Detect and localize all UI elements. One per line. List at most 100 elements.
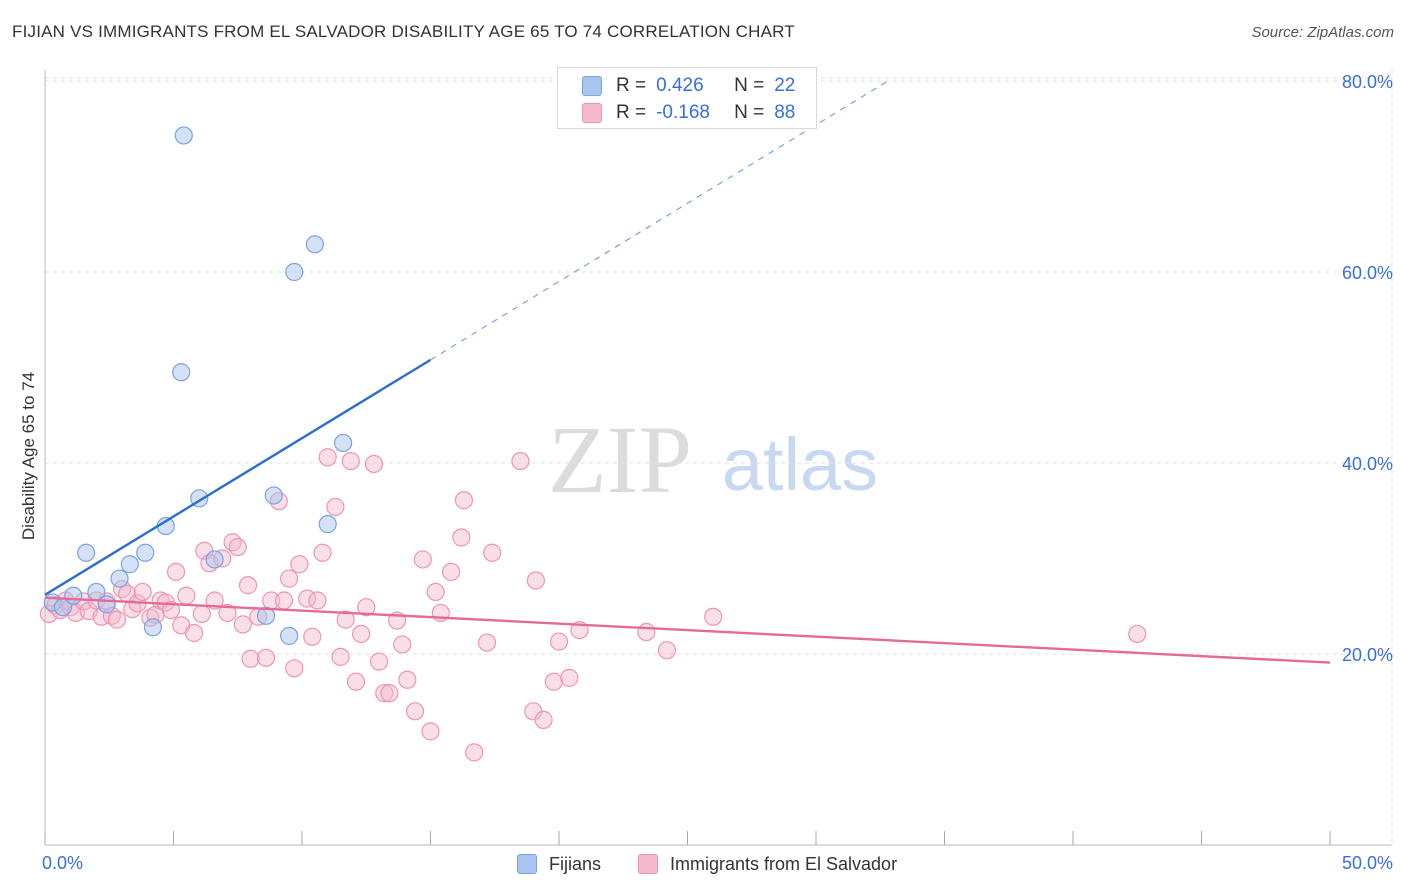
- legend-label-fijians: Fijians: [549, 853, 602, 874]
- fijian-point: [334, 433, 353, 453]
- el-salvador-point: [526, 571, 545, 590]
- el-salvador-point: [364, 454, 384, 474]
- el-salvador-swatch: [582, 103, 602, 123]
- el-salvador-point: [357, 598, 376, 617]
- n-label: N =: [734, 102, 765, 123]
- el-salvador-point: [161, 600, 181, 620]
- el-salvador-point: [313, 543, 332, 562]
- fijian-point: [143, 618, 163, 637]
- el-salvador-point: [166, 562, 186, 581]
- el-salvador-point: [280, 569, 299, 588]
- el-salvador-point: [421, 722, 440, 741]
- el-salvador-point: [290, 555, 309, 574]
- fijian-point: [174, 126, 193, 145]
- watermark-atlas: atlas: [722, 423, 878, 506]
- fijian-points: [43, 126, 353, 645]
- el-salvador-point: [123, 600, 142, 619]
- r-label: R =: [616, 75, 647, 96]
- legend-label-el-salvador: Immigrants from El Salvador: [670, 853, 898, 874]
- fijian-point: [280, 626, 299, 645]
- fijian-point: [120, 555, 139, 574]
- fijians-swatch: [582, 76, 602, 96]
- el-salvador-point: [452, 528, 471, 547]
- el-salvador-point: [331, 647, 350, 666]
- fijian-point: [305, 235, 324, 254]
- el-salvador-point: [704, 607, 723, 626]
- el-salvador-point: [218, 603, 237, 623]
- el-salvador-point: [465, 743, 484, 762]
- el-salvador-point: [184, 623, 204, 643]
- y-tick-label: 60.0%: [1342, 263, 1393, 283]
- el-salvador-point: [192, 604, 211, 623]
- el-salvador-point: [549, 632, 569, 651]
- grid-lines: [45, 70, 1393, 845]
- legend-item-el-salvador[interactable]: Immigrants from El Salvador: [638, 852, 897, 876]
- r-label: R =: [616, 102, 647, 123]
- el-salvador-point: [398, 670, 417, 689]
- correlation-legend: R = 0.426 N = 22 R = -0.168 N = 88: [557, 67, 817, 129]
- trend-lines: [44, 80, 1331, 664]
- el-salvador-point: [352, 624, 371, 644]
- corr-row-fijians: R = 0.426 N = 22: [582, 73, 795, 99]
- fijian-point: [110, 569, 129, 588]
- x-tick-label: 50.0%: [1342, 853, 1393, 873]
- el-salvador-point: [534, 710, 553, 729]
- el-salvador-point: [326, 497, 345, 517]
- el-salvador-point: [346, 672, 366, 691]
- axes: [44, 70, 1392, 846]
- source-credit: Source: ZipAtlas.com: [1251, 24, 1394, 41]
- el-salvador-point: [341, 451, 360, 471]
- y-tick-label: 20.0%: [1342, 645, 1393, 665]
- el-salvador-point: [380, 684, 399, 703]
- legend-swatch-el-salvador: [638, 854, 658, 874]
- el-salvador-trend-line: [44, 596, 1331, 664]
- el-salvador-point: [233, 615, 252, 634]
- fijian-point: [77, 543, 96, 562]
- fijian-point: [256, 606, 276, 625]
- el-salvador-point: [303, 627, 322, 646]
- legend-item-fijians[interactable]: Fijians: [517, 852, 601, 876]
- el-salvador-point: [405, 702, 425, 721]
- x-tick-label: 0.0%: [42, 853, 83, 873]
- fijian-point: [136, 543, 155, 562]
- y-tick-label: 80.0%: [1342, 72, 1393, 92]
- el-salvador-point: [454, 491, 474, 510]
- fijian-point: [285, 262, 304, 282]
- el-salvador-point: [413, 550, 432, 569]
- zipatlas-watermark: ZIP atlas: [548, 406, 878, 513]
- el-salvador-point: [228, 537, 247, 557]
- el-salvador-point: [544, 672, 563, 691]
- corr-row-el-salvador: R = -0.168 N = 88: [582, 100, 795, 126]
- legend-swatch-fijians: [517, 854, 537, 874]
- fijian-point: [172, 363, 191, 382]
- el-salvador-point: [336, 610, 355, 629]
- el-salvador-point: [375, 684, 394, 703]
- fijian-point: [205, 550, 224, 569]
- el-salvador-point: [637, 622, 656, 642]
- y-tick-label: 40.0%: [1342, 454, 1393, 474]
- el-salvador-point: [318, 448, 337, 467]
- el-salvador-point: [133, 582, 152, 602]
- fijian-trend-line: [44, 358, 432, 596]
- fijian-point: [264, 486, 283, 505]
- el-salvador-point: [274, 591, 294, 610]
- n-value: 22: [774, 75, 796, 96]
- el-salvador-point: [241, 649, 260, 668]
- el-salvador-point: [308, 591, 327, 610]
- bottom-legend: Fijians Immigrants from El Salvador: [0, 852, 1406, 876]
- el-salvador-point: [256, 648, 276, 667]
- n-label: N =: [734, 75, 765, 96]
- el-salvador-point: [285, 659, 304, 678]
- el-salvador-point: [483, 543, 502, 562]
- el-salvador-point: [511, 451, 530, 471]
- r-value: -0.168: [656, 102, 710, 123]
- watermark-zip: ZIP: [548, 406, 692, 513]
- el-salvador-point: [238, 576, 258, 595]
- tick-labels: 20.0% 40.0% 60.0% 80.0% 0.0% 50.0%: [42, 72, 1393, 873]
- fijian-point: [64, 586, 83, 605]
- el-salvador-point: [370, 652, 389, 671]
- el-salvador-point: [426, 582, 445, 602]
- fijian-point: [318, 515, 337, 534]
- r-value: 0.426: [656, 75, 704, 96]
